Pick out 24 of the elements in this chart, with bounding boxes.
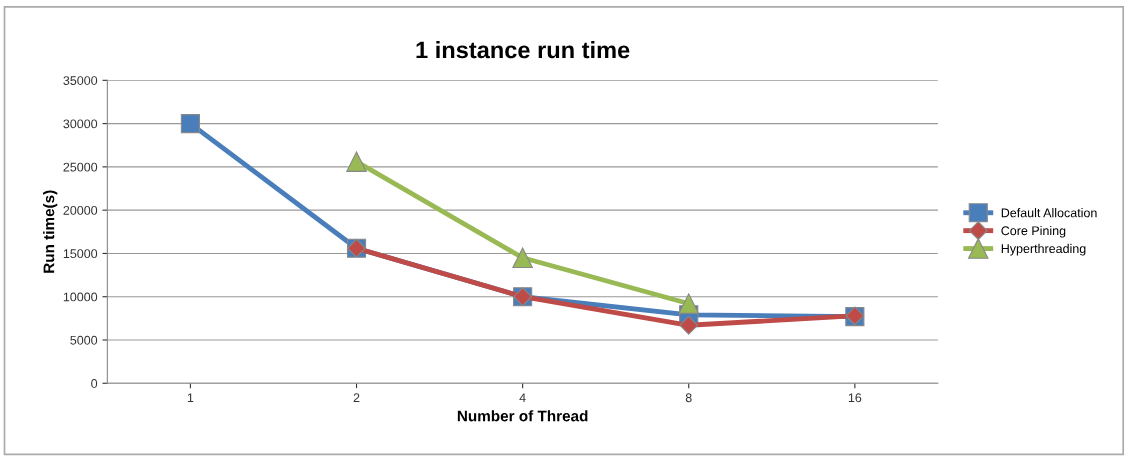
y-axis-title: Run time(s) <box>43 190 58 273</box>
point <box>180 114 200 134</box>
x-tick-label: 8 <box>685 393 692 403</box>
legend-label: Default Allocation <box>1001 208 1097 218</box>
point <box>679 315 699 335</box>
x-tick-label: 2 <box>353 393 360 403</box>
y-tick-label: 15000 <box>63 249 98 259</box>
x-tick-label: 16 <box>848 393 862 403</box>
y-tick-label: 30000 <box>63 119 98 129</box>
x-tick-label: 1 <box>187 393 194 403</box>
y-tick-label: 0 <box>91 379 98 388</box>
y-tick-label: 20000 <box>63 205 98 215</box>
y-tick-label: 25000 <box>63 162 98 172</box>
legend-label: Hyperthreading <box>1001 243 1086 256</box>
x-axis-title: Number of Thread <box>457 410 588 422</box>
point <box>346 151 367 172</box>
chart-title: 1 instance run time <box>416 40 630 59</box>
y-tick-label: 10000 <box>63 292 98 302</box>
legend-label: Core Pining <box>1001 225 1066 238</box>
point <box>678 293 700 314</box>
y-tick-label: 5000 <box>70 335 98 345</box>
point <box>512 247 533 269</box>
y-tick-label: 35000 <box>63 76 98 85</box>
x-tick-label: 4 <box>519 393 526 403</box>
